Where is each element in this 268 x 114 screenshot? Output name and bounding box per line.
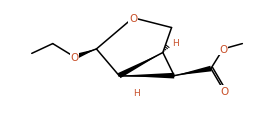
Text: H: H [133,88,140,97]
Polygon shape [174,66,211,76]
Text: O: O [219,45,227,54]
Text: O: O [220,86,228,96]
Polygon shape [119,73,174,79]
Text: H: H [173,39,179,48]
Text: O: O [129,14,137,23]
Polygon shape [118,53,163,78]
Polygon shape [74,49,96,60]
Text: O: O [70,52,79,62]
